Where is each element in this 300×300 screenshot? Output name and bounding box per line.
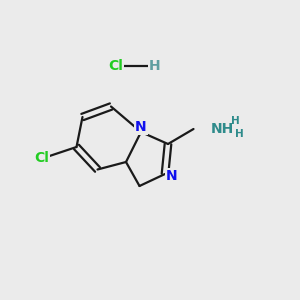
Text: Cl: Cl (34, 151, 50, 164)
Text: H: H (231, 116, 240, 126)
Text: N: N (135, 120, 147, 134)
Text: Cl: Cl (108, 59, 123, 73)
Text: H: H (149, 59, 160, 73)
Text: NH: NH (210, 122, 234, 136)
Text: H: H (235, 129, 244, 140)
Text: N: N (166, 169, 177, 182)
